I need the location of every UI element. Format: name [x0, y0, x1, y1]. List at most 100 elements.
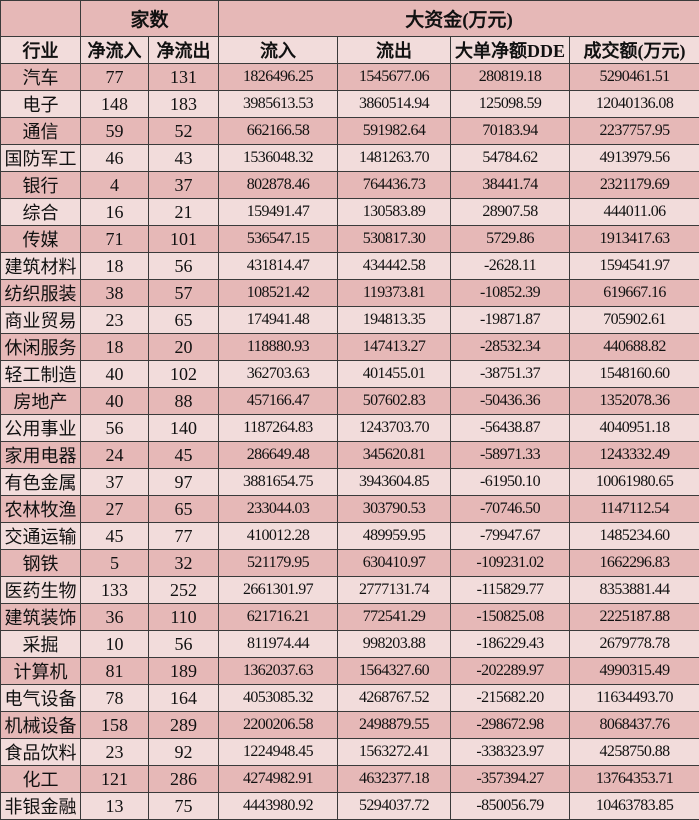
industry-cell: 农林牧渔	[1, 496, 81, 523]
outflow-cell: 303790.53	[338, 496, 451, 523]
net-outflow-count-cell: 164	[149, 685, 219, 712]
header-group-big-money: 大资金(万元)	[219, 1, 699, 37]
col-header-net-outflow-count: 净流出	[149, 37, 219, 64]
dde-net-cell: -186229.43	[451, 631, 570, 658]
inflow-cell: 1187264.83	[219, 415, 338, 442]
net-outflow-count-cell: 52	[149, 118, 219, 145]
inflow-cell: 174941.48	[219, 307, 338, 334]
net-inflow-count-cell: 59	[81, 118, 149, 145]
outflow-cell: 434442.58	[338, 253, 451, 280]
outflow-cell: 1563272.41	[338, 739, 451, 766]
net-outflow-count-cell: 97	[149, 469, 219, 496]
net-inflow-count-cell: 148	[81, 91, 149, 118]
net-outflow-count-cell: 75	[149, 793, 219, 820]
outflow-cell: 5294037.72	[338, 793, 451, 820]
net-outflow-count-cell: 189	[149, 658, 219, 685]
col-header-turnover: 成交额(万元)	[570, 37, 699, 64]
turnover-cell: 10463783.85	[570, 793, 699, 820]
industry-cell: 钢铁	[1, 550, 81, 577]
net-inflow-count-cell: 16	[81, 199, 149, 226]
industry-cell: 纺织服装	[1, 280, 81, 307]
turnover-cell: 8068437.76	[570, 712, 699, 739]
industry-cell: 非银金融	[1, 793, 81, 820]
industry-cell: 传媒	[1, 226, 81, 253]
dde-net-cell: -357394.27	[451, 766, 570, 793]
net-outflow-count-cell: 140	[149, 415, 219, 442]
dde-net-cell: -115829.77	[451, 577, 570, 604]
industry-cell: 机械设备	[1, 712, 81, 739]
outflow-cell: 2498879.55	[338, 712, 451, 739]
dde-net-cell: 28907.58	[451, 199, 570, 226]
net-inflow-count-cell: 37	[81, 469, 149, 496]
outflow-cell: 772541.29	[338, 604, 451, 631]
inflow-cell: 431814.47	[219, 253, 338, 280]
industry-cell: 银行	[1, 172, 81, 199]
inflow-cell: 662166.58	[219, 118, 338, 145]
industry-cell: 轻工制造	[1, 361, 81, 388]
outflow-cell: 507602.83	[338, 388, 451, 415]
outflow-cell: 1243703.70	[338, 415, 451, 442]
net-inflow-count-cell: 27	[81, 496, 149, 523]
outflow-cell: 4268767.52	[338, 685, 451, 712]
dde-net-cell: 38441.74	[451, 172, 570, 199]
inflow-cell: 1224948.45	[219, 739, 338, 766]
dde-net-cell: 280819.18	[451, 64, 570, 91]
net-outflow-count-cell: 43	[149, 145, 219, 172]
net-outflow-count-cell: 183	[149, 91, 219, 118]
net-inflow-count-cell: 13	[81, 793, 149, 820]
net-outflow-count-cell: 57	[149, 280, 219, 307]
inflow-cell: 802878.46	[219, 172, 338, 199]
inflow-cell: 362703.63	[219, 361, 338, 388]
inflow-cell: 4443980.92	[219, 793, 338, 820]
inflow-cell: 159491.47	[219, 199, 338, 226]
header-group-counts: 家数	[81, 1, 219, 37]
net-outflow-count-cell: 56	[149, 631, 219, 658]
net-inflow-count-cell: 23	[81, 307, 149, 334]
net-inflow-count-cell: 133	[81, 577, 149, 604]
turnover-cell: 2225187.88	[570, 604, 699, 631]
industry-cell: 采掘	[1, 631, 81, 658]
dde-net-cell: -2628.11	[451, 253, 570, 280]
net-inflow-count-cell: 78	[81, 685, 149, 712]
outflow-cell: 3943604.85	[338, 469, 451, 496]
net-outflow-count-cell: 101	[149, 226, 219, 253]
net-outflow-count-cell: 56	[149, 253, 219, 280]
industry-cell: 交通运输	[1, 523, 81, 550]
industry-cell: 公用事业	[1, 415, 81, 442]
industry-cell: 医药生物	[1, 577, 81, 604]
net-inflow-count-cell: 158	[81, 712, 149, 739]
outflow-cell: 345620.81	[338, 442, 451, 469]
industry-cell: 计算机	[1, 658, 81, 685]
turnover-cell: 13764353.71	[570, 766, 699, 793]
turnover-cell: 2321179.69	[570, 172, 699, 199]
industry-cell: 综合	[1, 199, 81, 226]
dde-net-cell: -109231.02	[451, 550, 570, 577]
net-inflow-count-cell: 24	[81, 442, 149, 469]
net-outflow-count-cell: 252	[149, 577, 219, 604]
turnover-cell: 2679778.78	[570, 631, 699, 658]
turnover-cell: 705902.61	[570, 307, 699, 334]
inflow-cell: 536547.15	[219, 226, 338, 253]
inflow-cell: 410012.28	[219, 523, 338, 550]
industry-cell: 电气设备	[1, 685, 81, 712]
turnover-cell: 1147112.54	[570, 496, 699, 523]
turnover-cell: 12040136.08	[570, 91, 699, 118]
net-inflow-count-cell: 121	[81, 766, 149, 793]
net-inflow-count-cell: 23	[81, 739, 149, 766]
inflow-cell: 3881654.75	[219, 469, 338, 496]
industry-cell: 有色金属	[1, 469, 81, 496]
turnover-cell: 5290461.51	[570, 64, 699, 91]
